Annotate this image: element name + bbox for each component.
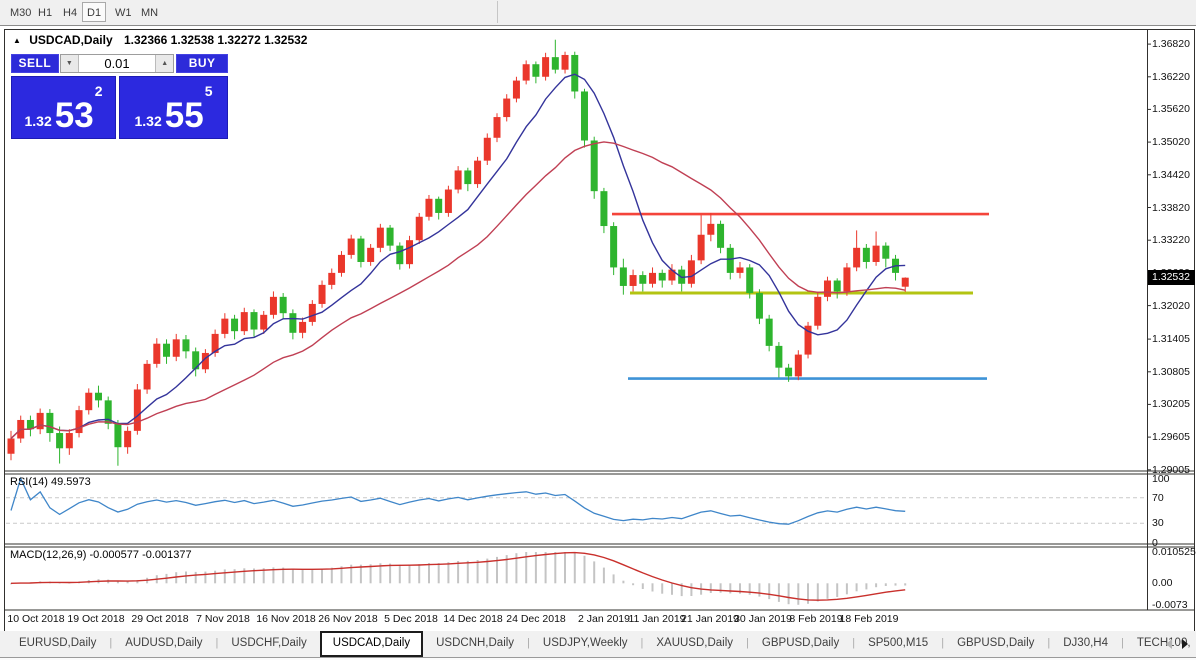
tab-scroll-right-icon[interactable] xyxy=(1182,639,1188,649)
sell-price-main: 53 xyxy=(54,96,94,135)
chart-window: ▲ USDCAD,Daily 1.32366 1.32538 1.32272 1… xyxy=(4,29,1196,632)
buy-price-prefix: 1.32 xyxy=(134,113,162,129)
price-axis-label: 1.29005 xyxy=(1152,463,1190,476)
tab-dj30-h4[interactable]: DJ30,H4 xyxy=(1063,637,1108,649)
sell-price-prefix: 1.32 xyxy=(24,113,52,129)
timeframe-button-m30[interactable]: M30 xyxy=(10,7,32,19)
rsi-axis-label: 70 xyxy=(1152,491,1164,504)
volume-input[interactable]: 0.01 xyxy=(78,55,156,72)
date-axis-label: 2 Jan 2019 xyxy=(578,613,630,625)
macd-layer xyxy=(10,551,907,605)
tab-separator: | xyxy=(852,637,856,649)
tab-separator: | xyxy=(1047,637,1051,649)
chart-symbol-label: USDCAD,Daily xyxy=(29,33,113,47)
price-axis-label: 1.36820 xyxy=(1152,38,1190,51)
tab-separator: | xyxy=(746,637,749,649)
date-axis-label: 10 Oct 2018 xyxy=(7,613,65,625)
price-axis-label: 1.35020 xyxy=(1152,136,1190,149)
date-axis-label: 18 Feb 2019 xyxy=(839,613,899,625)
volume-decrease-icon[interactable]: ▼ xyxy=(60,55,79,72)
panel-separators xyxy=(5,30,1194,611)
tab-separator: | xyxy=(941,637,945,649)
symbol-tabbar: EURUSD,Daily | AUDUSD,Daily | USDCHF,Daily US… xyxy=(0,631,1196,658)
price-axis-label: 1.34420 xyxy=(1152,168,1190,181)
tab-usdchf-daily[interactable]: USDCHF,Daily xyxy=(231,637,307,649)
sell-button[interactable]: SELL xyxy=(11,54,59,73)
tab-separator: | xyxy=(527,637,530,649)
rsi-axis-label: 100 xyxy=(1152,472,1170,485)
rsi-axis-label: 30 xyxy=(1152,517,1164,530)
tab-xauusd-daily[interactable]: XAUUSD,Daily xyxy=(656,637,734,649)
macd-axis-label: -0.0073 xyxy=(1152,599,1188,611)
macd-axis-label: 0.010525 xyxy=(1152,546,1196,558)
one-click-trade-panel: SELL ▼ 0.01 ▲ BUY 1.32 53 2 1.32 55 5 xyxy=(11,54,228,139)
price-axis-label: 1.30805 xyxy=(1152,365,1190,378)
price-axis-label: 1.31405 xyxy=(1152,333,1190,346)
price-axis-label: 1.35620 xyxy=(1152,103,1190,116)
rsi-layer xyxy=(6,476,1145,525)
date-axis-label: 5 Dec 2018 xyxy=(384,613,438,625)
tab-audusd-daily[interactable]: AUDUSD,Daily xyxy=(125,637,203,649)
timeframe-button-h4[interactable]: H4 xyxy=(63,7,78,19)
current-price-badge: 1.32532 xyxy=(1148,270,1195,286)
buy-button[interactable]: BUY xyxy=(176,54,228,73)
chart-canvas[interactable] xyxy=(5,30,1194,631)
date-axis-label: 21 Jan 2019 xyxy=(681,613,739,625)
date-axis-label: 11 Jan 2019 xyxy=(628,613,686,625)
tab-usdcnh-daily[interactable]: USDCNH,Daily xyxy=(436,637,515,649)
chart-ohlc-values: 1.32366 1.32538 1.32272 1.32532 xyxy=(123,33,308,47)
tab-gbpusd-daily[interactable]: GBPUSD,Daily xyxy=(957,637,1035,649)
trend-hlines[interactable] xyxy=(612,212,989,380)
date-axis-label: 14 Dec 2018 xyxy=(443,613,503,625)
tab-sp500-m15[interactable]: SP500,M15 xyxy=(868,637,929,649)
buy-price-main: 55 xyxy=(164,96,204,135)
buy-price-pip: 5 xyxy=(204,83,213,99)
tab-usdcad-daily[interactable]: USDCAD,Daily xyxy=(319,631,424,657)
tab-tech100-[interactable]: TECH100, xyxy=(1136,637,1191,649)
tab-scroll-left-icon[interactable] xyxy=(1166,639,1172,649)
price-axis-label: 1.32020 xyxy=(1152,299,1190,312)
rsi-axis-label: 0 xyxy=(1152,536,1158,549)
date-axis-label: 7 Nov 2018 xyxy=(196,613,250,625)
price-axis-label: 1.33220 xyxy=(1152,234,1190,247)
date-axis-label: 24 Dec 2018 xyxy=(506,613,566,625)
sell-price-pip: 2 xyxy=(94,83,103,99)
tab-separator: | xyxy=(215,637,219,649)
price-axis-label: 1.29605 xyxy=(1152,431,1190,444)
buy-price-quote[interactable]: 1.32 55 5 xyxy=(119,76,228,139)
date-axis-label: 16 Nov 2018 xyxy=(256,613,316,625)
timeframe-button-w1[interactable]: W1 xyxy=(115,7,132,19)
date-axis-label: 29 Oct 2018 xyxy=(131,613,189,625)
timeframe-button-mn[interactable]: MN xyxy=(141,7,159,19)
macd-indicator-label: MACD(12,26,9) -0.000577 -0.001377 xyxy=(10,549,192,561)
volume-stepper: ▼ 0.01 ▲ xyxy=(59,54,175,73)
tab-eurusd-daily[interactable]: EURUSD,Daily xyxy=(19,637,97,649)
date-axis-label: 8 Feb 2019 xyxy=(789,613,843,625)
price-axis-label: 1.36220 xyxy=(1152,70,1190,83)
rsi-indicator-label: RSI(14) 49.5973 xyxy=(10,476,91,488)
window-bottom-strip xyxy=(0,658,1196,660)
date-axis-label: 19 Oct 2018 xyxy=(67,613,125,625)
tab-usdjpy-weekly[interactable]: USDJPY,Weekly xyxy=(542,637,628,649)
volume-increase-icon[interactable]: ▲ xyxy=(155,55,174,72)
candles-layer xyxy=(7,39,909,466)
price-axis-label: 1.30205 xyxy=(1152,398,1190,411)
tab-separator: | xyxy=(640,637,644,649)
tab-gbpusd-daily[interactable]: GBPUSD,Daily xyxy=(761,637,840,649)
collapse-triangle-icon[interactable]: ▲ xyxy=(13,36,21,45)
tab-separator: | xyxy=(1121,637,1124,649)
timeframe-button-h1[interactable]: H1 xyxy=(38,7,53,19)
timeframe-button-d1[interactable]: D1 xyxy=(82,2,106,22)
macd-axis-label: 0.00 xyxy=(1152,577,1173,590)
chart-title: ▲ USDCAD,Daily 1.32366 1.32538 1.32272 1… xyxy=(13,33,307,47)
timeframe-toolbar: M30 H1 H4 D1 W1 MN xyxy=(0,0,1196,26)
price-axis-label: 1.33820 xyxy=(1152,201,1190,214)
date-axis-label: 30 Jan 2019 xyxy=(734,613,792,625)
tab-separator: | xyxy=(109,637,113,649)
date-axis-label: 26 Nov 2018 xyxy=(318,613,378,625)
toolbar-separator xyxy=(497,1,498,23)
moving-averages-layer xyxy=(10,73,906,440)
sell-price-quote[interactable]: 1.32 53 2 xyxy=(11,76,116,139)
